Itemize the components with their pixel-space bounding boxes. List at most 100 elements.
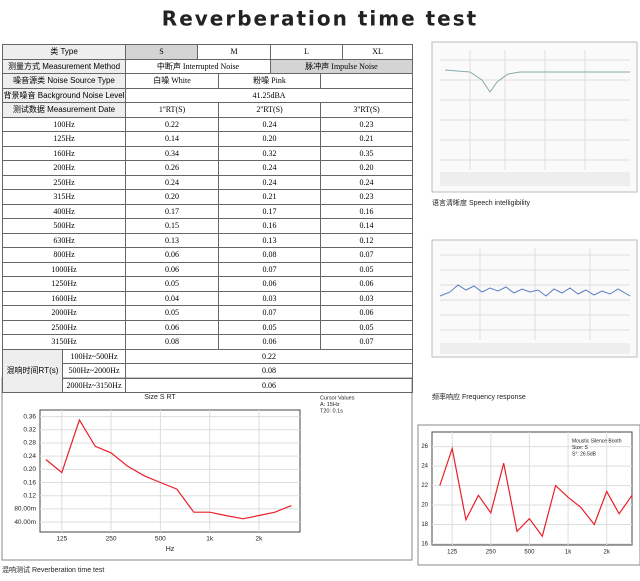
table-cell: 0.17 — [125, 203, 220, 219]
table-cell: 测试数据 Measurement Date — [1, 102, 127, 118]
table-cell: 0.06 — [218, 276, 322, 292]
table-cell: 0.24 — [218, 116, 322, 132]
x-tick-label: 2k — [604, 550, 611, 556]
table-cell: 混响时间RT(s) — [2, 348, 63, 393]
y-tick-label: 18 — [421, 522, 428, 528]
table-cell: 1250Hz — [1, 276, 127, 292]
table-cell: 0.14 — [125, 131, 220, 147]
table-cell: 800Hz — [1, 247, 127, 263]
table-cell: 0.03 — [218, 290, 322, 306]
table-cell: 0.24 — [218, 174, 322, 190]
y-tick-label: 22 — [421, 483, 428, 489]
table-cell: 3''RT(S) — [320, 102, 414, 118]
annotation: T20: 0.1s — [320, 408, 343, 414]
table-cell: 2000Hz — [1, 305, 127, 321]
annotation: A: 15Hz — [320, 402, 340, 408]
table-cell: 0.06 — [125, 377, 414, 393]
table-cell: 0.03 — [320, 290, 414, 306]
y-tick-label: 16 — [421, 542, 428, 548]
table-cell: 0.23 — [320, 189, 414, 205]
table-row: 2000Hz~3150Hz 0.06 — [3, 377, 414, 393]
table-cell: 背景噪音 Background Noise Level — [1, 87, 127, 103]
x-tick-label: 500 — [155, 536, 166, 543]
table-cell: 噪音源类 Noise Source Type — [1, 73, 127, 89]
x-tick-label: 125 — [447, 550, 458, 556]
table-cell: 100Hz~500Hz — [61, 348, 127, 364]
table-cell: 125Hz — [1, 131, 127, 147]
y-tick-label: 24 — [421, 464, 428, 470]
table-cell: 0.05 — [125, 305, 220, 321]
table-row: 500Hz 0.15 0.16 0.14 — [1, 218, 414, 234]
table-cell: 500Hz — [1, 218, 127, 234]
table-cell: 0.32 — [218, 145, 322, 161]
y-tick-label: 20 — [421, 503, 428, 509]
table-cell: 0.20 — [125, 189, 220, 205]
table-cell: 白噪 White — [125, 73, 220, 89]
table-cell: 0.26 — [125, 160, 220, 176]
y-tick-label: 0.16 — [23, 479, 36, 486]
table-cell: 0.04 — [125, 290, 220, 306]
table-row: 500Hz~2000Hz 0.08 — [3, 363, 414, 379]
table-row: 混响时间RT(s) 100Hz~500Hz 0.22 — [2, 348, 414, 393]
annotation: Cursor Values — [320, 395, 355, 401]
table-cell: 1600Hz — [1, 290, 127, 306]
table-cell: 41.25dBA — [125, 87, 414, 103]
table-row: 类 Type S M L XL — [1, 44, 414, 60]
table-cell: 0.14 — [320, 218, 414, 234]
plot-area — [39, 409, 301, 533]
y-tick-label: 0.20 — [23, 466, 36, 473]
table-cell: 630Hz — [1, 232, 127, 248]
table-cell: 400Hz — [1, 203, 127, 219]
table-cell: 0.05 — [320, 319, 414, 335]
table-cell: 0.21 — [218, 189, 322, 205]
table-cell: 0.06 — [320, 305, 414, 321]
plot-area — [431, 431, 633, 546]
data-line — [439, 446, 633, 538]
table-row: 测量方式 Measurement Method 中断声 Interrupted N… — [1, 58, 414, 74]
table-cell: 100Hz — [1, 116, 127, 132]
table-cell: 500Hz~2000Hz — [61, 363, 127, 379]
table-cell: 0.24 — [218, 160, 322, 176]
table-cell: 0.08 — [218, 247, 322, 263]
speech-screenshot — [431, 41, 638, 193]
table-row: 噪音源类 Noise Source Type 白噪 White 粉噪 Pink — [1, 73, 414, 89]
x-axis-label: Hz — [166, 546, 175, 553]
table-cell: 0.21 — [320, 131, 414, 147]
table-row: 400Hz 0.17 0.17 0.16 — [1, 203, 414, 219]
data-line — [45, 418, 292, 520]
chart-frame — [417, 424, 640, 566]
annotation: S°: 26.5dB — [572, 451, 597, 457]
frequency-screenshot — [431, 239, 638, 358]
x-tick-label: 125 — [56, 536, 67, 543]
y-tick-label: 0.36 — [23, 413, 36, 420]
table-cell: 测量方式 Measurement Method — [1, 58, 127, 74]
table-row: 2500Hz 0.06 0.05 0.05 — [1, 319, 414, 335]
annotation: Moustic Silence Booth — [572, 438, 622, 444]
y-tick-label: 0.28 — [23, 440, 36, 447]
table-cell: 0.12 — [320, 232, 414, 248]
table-cell: 0.07 — [320, 247, 414, 263]
table-cell: XL — [342, 44, 414, 60]
page-title: Reverberation time test — [162, 7, 478, 31]
table-cell: 2''RT(S) — [218, 102, 322, 118]
table-row: 100Hz 0.22 0.24 0.23 — [1, 116, 414, 132]
table-cell: 0.08 — [125, 363, 414, 379]
table-cell: 0.06 — [125, 319, 220, 335]
x-tick-label: 250 — [106, 536, 117, 543]
table-row: 背景噪音 Background Noise Level 41.25dBA — [1, 87, 414, 103]
table-cell: 2000Hz~3150Hz — [61, 377, 127, 393]
table-cell: 0.17 — [218, 203, 322, 219]
chart-title: Size S RT — [144, 394, 176, 401]
table-cell: 0.20 — [320, 160, 414, 176]
table-row: 3150Hz 0.08 0.06 0.07 — [1, 334, 414, 350]
table-row: 1000Hz 0.06 0.07 0.05 — [1, 261, 414, 277]
table-cell: 0.07 — [320, 334, 414, 350]
y-tick-label: 40.00m — [14, 519, 36, 526]
table-cell: 0.22 — [125, 116, 220, 132]
table-cell: 脉冲声 Impulse Noise — [270, 58, 414, 74]
table-cell: 0.24 — [320, 174, 414, 190]
table-cell: 0.16 — [320, 203, 414, 219]
x-tick-label: 1k — [565, 550, 572, 556]
table-cell: 0.16 — [218, 218, 322, 234]
